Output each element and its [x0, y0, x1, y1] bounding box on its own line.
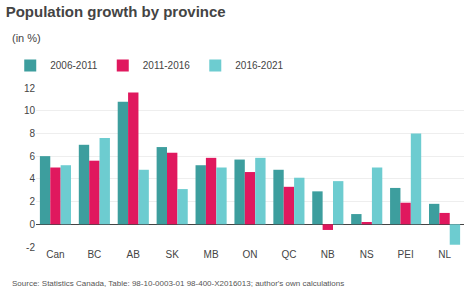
svg-text:(in %): (in %) [12, 32, 41, 44]
svg-text:MB: MB [204, 249, 219, 260]
svg-text:Population growth by province: Population growth by province [6, 3, 226, 20]
svg-text:BC: BC [87, 249, 101, 260]
svg-text:AB: AB [127, 249, 141, 260]
svg-text:SK: SK [166, 249, 180, 260]
svg-text:QC: QC [281, 249, 296, 260]
svg-text:ON: ON [243, 249, 258, 260]
svg-text:8: 8 [29, 128, 35, 139]
svg-text:NS: NS [360, 249, 374, 260]
svg-text:2011-2016: 2011-2016 [143, 60, 191, 71]
svg-text:Source: Statistics Canada, Tab: Source: Statistics Canada, Table: 98-10-… [12, 279, 344, 288]
svg-text:6: 6 [29, 151, 35, 162]
svg-text:2016-2021: 2016-2021 [235, 60, 283, 71]
svg-text:10: 10 [24, 105, 36, 116]
svg-text:PEI: PEI [398, 249, 414, 260]
svg-text:2: 2 [29, 196, 35, 207]
svg-text:NB: NB [321, 249, 335, 260]
svg-text:NL: NL [438, 249, 451, 260]
svg-text:Can: Can [46, 249, 64, 260]
svg-text:12: 12 [24, 83, 36, 94]
svg-text:4: 4 [29, 173, 35, 184]
svg-text:0: 0 [29, 219, 35, 230]
svg-text:2006-2011: 2006-2011 [50, 60, 98, 71]
svg-text:-2: -2 [26, 242, 35, 253]
